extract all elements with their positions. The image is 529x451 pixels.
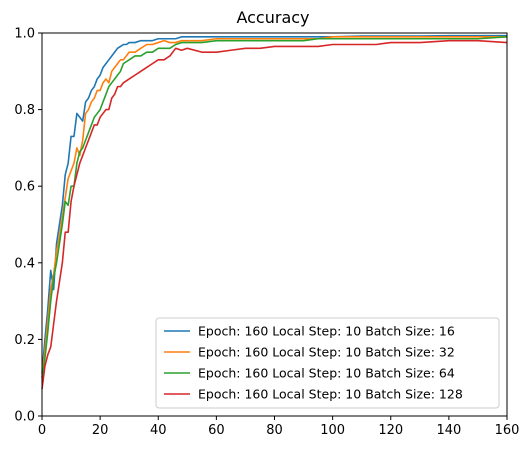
- x-tick-label: 80: [266, 423, 283, 438]
- y-axis: 0.0 0.2 0.4 0.6 0.8 1.0: [14, 27, 42, 425]
- x-tick-label: 160: [495, 423, 520, 438]
- chart-title: Accuracy: [236, 8, 309, 27]
- legend: Epoch: 160 Local Step: 10 Batch Size: 16…: [155, 317, 500, 409]
- x-tick-label: 0: [38, 423, 46, 438]
- x-tick-label: 20: [92, 423, 109, 438]
- series-layer: [41, 34, 508, 390]
- x-tick-label: 140: [436, 423, 461, 438]
- x-tick-label: 40: [150, 423, 167, 438]
- legend-box: [155, 317, 500, 409]
- legend-entry-2: Epoch: 160 Local Step: 10 Batch Size: 32: [198, 345, 455, 360]
- legend-entry-3: Epoch: 160 Local Step: 10 Batch Size: 64: [198, 366, 455, 381]
- x-axis: 0 20 40 60 80 100 120 140 160: [38, 416, 520, 438]
- y-tick-label: 0.0: [14, 410, 35, 425]
- y-tick-label: 1.0: [14, 27, 35, 42]
- y-tick-label: 0.2: [14, 333, 35, 348]
- y-tick-label: 0.6: [14, 180, 35, 195]
- x-tick-label: 120: [378, 423, 403, 438]
- y-tick-label: 0.8: [14, 103, 35, 118]
- legend-entry-4: Epoch: 160 Local Step: 10 Batch Size: 12…: [198, 387, 463, 402]
- y-tick-label: 0.4: [14, 256, 35, 271]
- x-tick-label: 100: [320, 423, 345, 438]
- x-tick-label: 60: [208, 423, 225, 438]
- series-line-3: [41, 36, 508, 378]
- series-line-1: [41, 34, 507, 374]
- series-line-4: [41, 39, 508, 390]
- series-line-2: [41, 36, 507, 378]
- legend-entry-1: Epoch: 160 Local Step: 10 Batch Size: 16: [198, 324, 455, 339]
